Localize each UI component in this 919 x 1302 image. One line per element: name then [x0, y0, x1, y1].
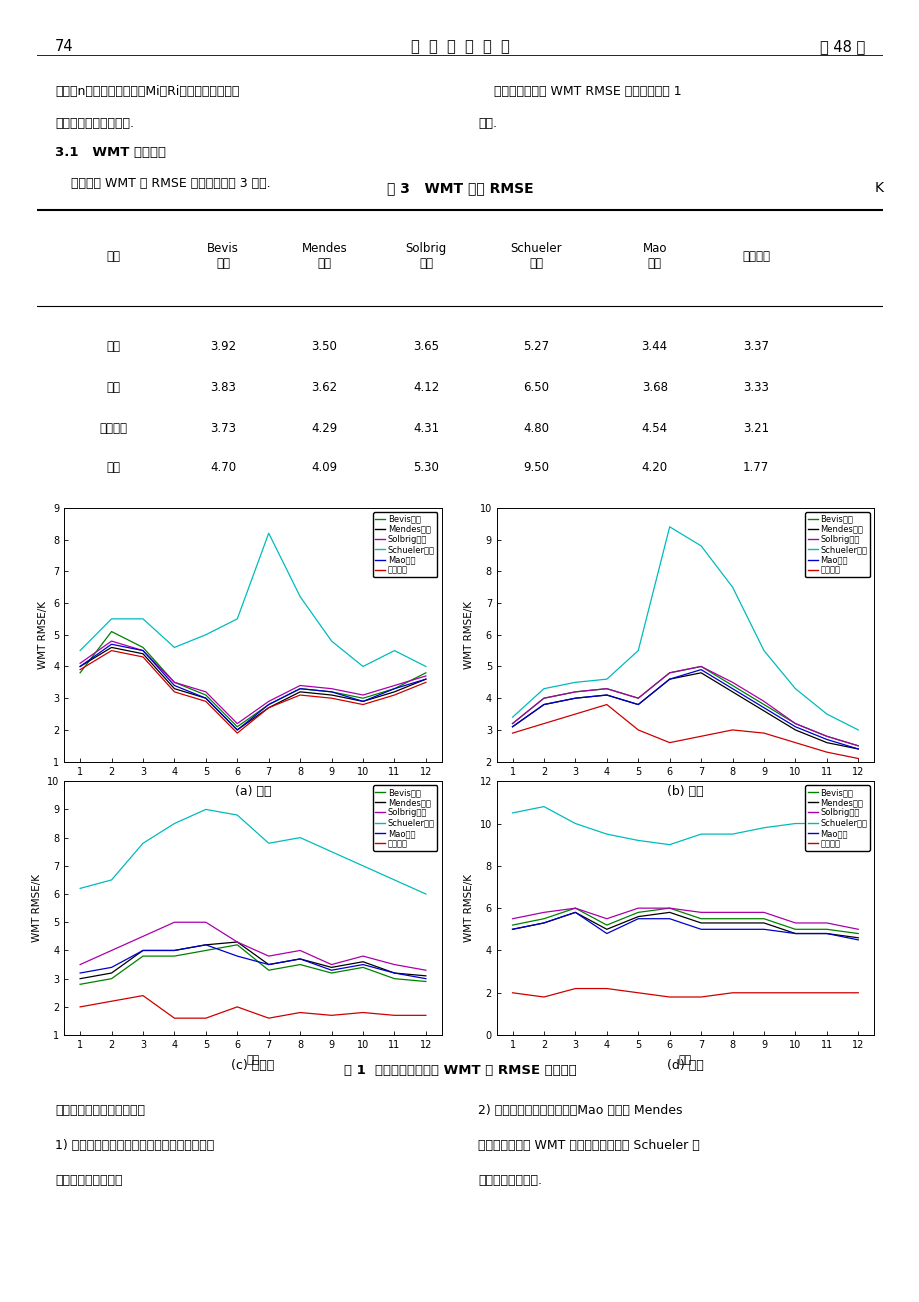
- Text: Solbrig
模型: Solbrig 模型: [405, 242, 447, 271]
- Text: 3.1   WMT 对比结果: 3.1 WMT 对比结果: [55, 146, 166, 159]
- Text: 6.50: 6.50: [523, 381, 549, 395]
- Text: 3.33: 3.33: [743, 381, 768, 395]
- Text: 4.31: 4.31: [413, 422, 438, 435]
- Text: 地区: 地区: [106, 250, 119, 263]
- Text: 图 1  四个地方不同月份 WMT 的 RMSE 统计结果: 图 1 四个地方不同月份 WMT 的 RMSE 统计结果: [344, 1064, 575, 1077]
- X-axis label: 月份: 月份: [678, 783, 691, 792]
- Text: 4.20: 4.20: [641, 461, 667, 474]
- Text: 3.50: 3.50: [312, 340, 337, 353]
- Text: 4.80: 4.80: [523, 422, 549, 435]
- Text: 3.21: 3.21: [743, 422, 768, 435]
- Y-axis label: WMT RMSE/K: WMT RMSE/K: [463, 874, 473, 943]
- Text: 型的精度相对较低.: 型的精度相对较低.: [478, 1174, 542, 1187]
- Text: 海口: 海口: [106, 461, 119, 474]
- Text: 1) 由于当地模型用本地的实测探空数据进行建: 1) 由于当地模型用本地的实测探空数据进行建: [55, 1139, 214, 1152]
- Text: 4.12: 4.12: [413, 381, 438, 395]
- X-axis label: 月份: 月份: [246, 1056, 259, 1065]
- Legend: Bevis模型, Mendes模型, Solbrig模型, Schueler模型, Mao模型, 当地模型: Bevis模型, Mendes模型, Solbrig模型, Schueler模型…: [804, 512, 868, 577]
- Text: 3.62: 3.62: [312, 381, 337, 395]
- Text: 青岛: 青岛: [106, 381, 119, 395]
- Text: 1.77: 1.77: [743, 461, 768, 474]
- Text: 当地模型: 当地模型: [742, 250, 769, 263]
- Text: 表 3   WMT 统计 RMSE: 表 3 WMT 统计 RMSE: [386, 181, 533, 195]
- Text: 5.30: 5.30: [413, 461, 438, 474]
- Text: 第 48 卷: 第 48 卷: [819, 39, 864, 55]
- Text: 4.70: 4.70: [210, 461, 236, 474]
- Text: Mao
模型: Mao 模型: [641, 242, 666, 271]
- Text: 5.27: 5.27: [523, 340, 549, 353]
- Legend: Bevis模型, Mendes模型, Solbrig模型, Schueler模型, Mao模型, 当地模型: Bevis模型, Mendes模型, Solbrig模型, Schueler模型…: [372, 785, 437, 850]
- Text: 3.73: 3.73: [210, 422, 236, 435]
- Text: Mendes
模型: Mendes 模型: [301, 242, 347, 271]
- Y-axis label: WMT RMSE/K: WMT RMSE/K: [31, 874, 41, 943]
- Text: 3.92: 3.92: [210, 340, 236, 353]
- Y-axis label: WMT RMSE/K: WMT RMSE/K: [463, 600, 473, 669]
- Text: 乌鲁木齐: 乌鲁木齐: [99, 422, 127, 435]
- Text: 模型计算得到的 WMT 精度相对较高，而 Schueler 模: 模型计算得到的 WMT 精度相对较高，而 Schueler 模: [478, 1139, 699, 1152]
- Text: 算值和探空数据计算值.: 算值和探空数据计算值.: [55, 117, 134, 130]
- Text: 所示.: 所示.: [478, 117, 497, 130]
- Text: (b) 青岛: (b) 青岛: [666, 785, 703, 798]
- Text: 4.09: 4.09: [312, 461, 337, 474]
- Text: 四个地区 WMT 总 RMSE 统计结果如表 3 所示.: 四个地区 WMT 总 RMSE 统计结果如表 3 所示.: [55, 177, 270, 190]
- Y-axis label: WMT RMSE/K: WMT RMSE/K: [38, 600, 48, 669]
- Text: 9.50: 9.50: [523, 461, 549, 474]
- Text: (a) 长春: (a) 长春: [234, 785, 271, 798]
- Text: 2) 在所选的四个典型地区，Mao 模型和 Mendes: 2) 在所选的四个典型地区，Mao 模型和 Mendes: [478, 1104, 682, 1117]
- Text: 四个地区各月份 WMT RMSE 统计结果如图 1: 四个地区各月份 WMT RMSE 统计结果如图 1: [478, 85, 681, 98]
- Text: (d) 海口: (d) 海口: [666, 1059, 703, 1072]
- Legend: Bevis模型, Mendes模型, Solbrig模型, Schueler模型, Mao模型, 当地模型: Bevis模型, Mendes模型, Solbrig模型, Schueler模型…: [804, 785, 868, 850]
- Text: Bevis
模型: Bevis 模型: [207, 242, 239, 271]
- Text: 全  球  定  位  系  统: 全 球 定 位 系 统: [410, 39, 509, 55]
- X-axis label: 月份: 月份: [246, 783, 259, 792]
- Text: 3.65: 3.65: [413, 340, 438, 353]
- Text: 模，计算精度较高；: 模，计算精度较高；: [55, 1174, 122, 1187]
- Text: K: K: [873, 181, 882, 195]
- Text: 3.68: 3.68: [641, 381, 667, 395]
- Legend: Bevis模型, Mendes模型, Solbrig模型, Schueler模型, Mao模型, 当地模型: Bevis模型, Mendes模型, Solbrig模型, Schueler模型…: [372, 512, 437, 577]
- Text: 4.29: 4.29: [312, 422, 337, 435]
- Text: 由以上统计结果可以看出：: 由以上统计结果可以看出：: [55, 1104, 145, 1117]
- Text: 4.54: 4.54: [641, 422, 667, 435]
- Text: Schueler
模型: Schueler 模型: [510, 242, 562, 271]
- Text: 3.44: 3.44: [641, 340, 667, 353]
- X-axis label: 月份: 月份: [678, 1056, 691, 1065]
- Text: 74: 74: [55, 39, 74, 55]
- Text: 式中：n为统计样本个数；Mi和Ri分别为统计模型计: 式中：n为统计样本个数；Mi和Ri分别为统计模型计: [55, 85, 239, 98]
- Text: 3.83: 3.83: [210, 381, 235, 395]
- Text: 3.37: 3.37: [743, 340, 768, 353]
- Text: (c) 乌鲁木: (c) 乌鲁木: [231, 1059, 275, 1072]
- Text: 长春: 长春: [106, 340, 119, 353]
